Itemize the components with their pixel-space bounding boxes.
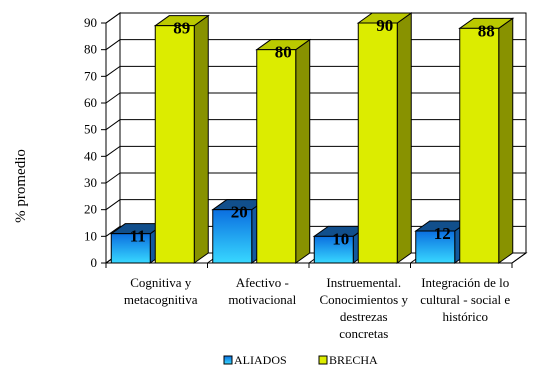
legend-label-aliados: ALIADOS — [234, 353, 287, 367]
category-label: histórico — [443, 309, 489, 324]
category-label: Integración de lo — [421, 275, 509, 290]
category-label: cultural - social e — [420, 292, 510, 307]
y-tick-label: 50 — [84, 122, 97, 137]
bar-side — [498, 17, 514, 264]
data-labels: 11 89 20 80 10 90 12 88 — [130, 16, 495, 248]
category-label: Instruemental. — [326, 275, 401, 290]
bar-front — [154, 25, 195, 264]
category-label: concretas — [339, 326, 388, 341]
bar-front — [459, 27, 500, 264]
data-label-aliados: 10 — [332, 229, 349, 248]
y-tick-label: 20 — [84, 202, 97, 217]
legend: ALIADOS BRECHA — [223, 353, 378, 367]
category-label: destrezas — [340, 309, 388, 324]
legend-label-brecha: BRECHA — [329, 353, 378, 367]
y-tick-label: 10 — [84, 228, 97, 243]
category-labels: Cognitiva y metacognitiva Afectivo - motiva… — [124, 275, 510, 341]
bars — [109, 12, 515, 264]
category-label: motivacional — [228, 292, 296, 307]
data-label-aliados: 11 — [130, 227, 146, 246]
side-wall — [105, 12, 121, 264]
bar-front — [313, 235, 354, 264]
bar-brecha — [458, 17, 515, 264]
data-label-aliados: 20 — [231, 203, 248, 222]
y-tick-label: 0 — [91, 255, 98, 270]
category-label: Afectivo - — [236, 275, 289, 290]
bar-front — [415, 230, 456, 264]
y-tick-label: 70 — [84, 68, 97, 83]
y-tick-label: 30 — [84, 175, 97, 190]
bar-front — [212, 209, 253, 264]
bar-brecha — [153, 14, 210, 264]
category-label: Conocimientos y — [320, 292, 409, 307]
y-tick-label: 90 — [84, 15, 97, 30]
bar-front — [110, 233, 151, 264]
legend-swatch-brecha — [318, 355, 328, 365]
data-label-brecha: 90 — [376, 16, 393, 35]
bar-front — [256, 49, 297, 264]
y-tick-label: 80 — [84, 42, 97, 57]
category-label: metacognitiva — [124, 292, 198, 307]
y-tick-label: 60 — [84, 95, 97, 110]
bar-side — [295, 38, 311, 264]
bar-side — [396, 12, 412, 264]
bar-side — [193, 14, 209, 264]
data-label-aliados: 12 — [434, 224, 451, 243]
data-label-brecha: 80 — [275, 43, 292, 62]
y-axis-label: % promedio — [13, 149, 29, 223]
bar-brecha — [255, 38, 312, 264]
axes: 0 10 20 30 40 50 60 70 80 90 — [84, 15, 513, 270]
bar-brecha — [356, 12, 413, 264]
bar-front — [357, 22, 398, 264]
category-label: Cognitiva y — [130, 275, 192, 290]
y-tick-label: 40 — [84, 148, 97, 163]
legend-swatch-aliados — [223, 355, 233, 365]
category-divider — [511, 252, 527, 264]
data-label-brecha: 88 — [478, 21, 495, 40]
data-label-brecha: 89 — [173, 19, 190, 38]
